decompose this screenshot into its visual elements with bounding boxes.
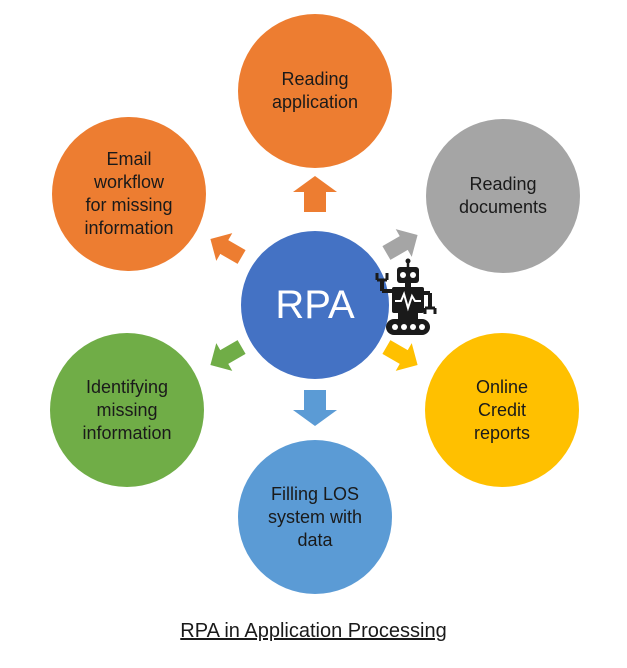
node-reading-documents: Reading documents <box>426 119 580 273</box>
arrow-down-left <box>210 340 246 371</box>
robot-icon <box>375 258 437 335</box>
node-label: Filling LOS system with data <box>267 483 363 550</box>
node-filling-los: Filling LOS system with data <box>238 440 392 594</box>
arrow-up-left <box>210 233 246 264</box>
arrow-up <box>293 176 337 212</box>
center-rpa: RPA <box>239 229 391 381</box>
center-label: RPA <box>275 282 355 327</box>
node-identifying-missing: Identifying missing information <box>50 333 204 487</box>
node-online-credit-reports: Online Credit reports <box>425 333 579 487</box>
node-reading-application: Reading application <box>238 14 392 168</box>
node-label: Email workflow for missing information <box>84 149 174 238</box>
node-label: Reading documents <box>458 174 548 217</box>
diagram-caption: RPA in Application Processing <box>180 620 447 642</box>
node-email-workflow: Email workflow for missing information <box>52 117 206 271</box>
node-label: Identifying missing information <box>82 376 172 443</box>
node-label: Reading application <box>271 69 359 112</box>
node-label: Online Credit reports <box>473 376 531 443</box>
arrow-down-right <box>382 340 418 371</box>
arrow-up-right <box>382 229 418 260</box>
arrow-down <box>293 390 337 426</box>
